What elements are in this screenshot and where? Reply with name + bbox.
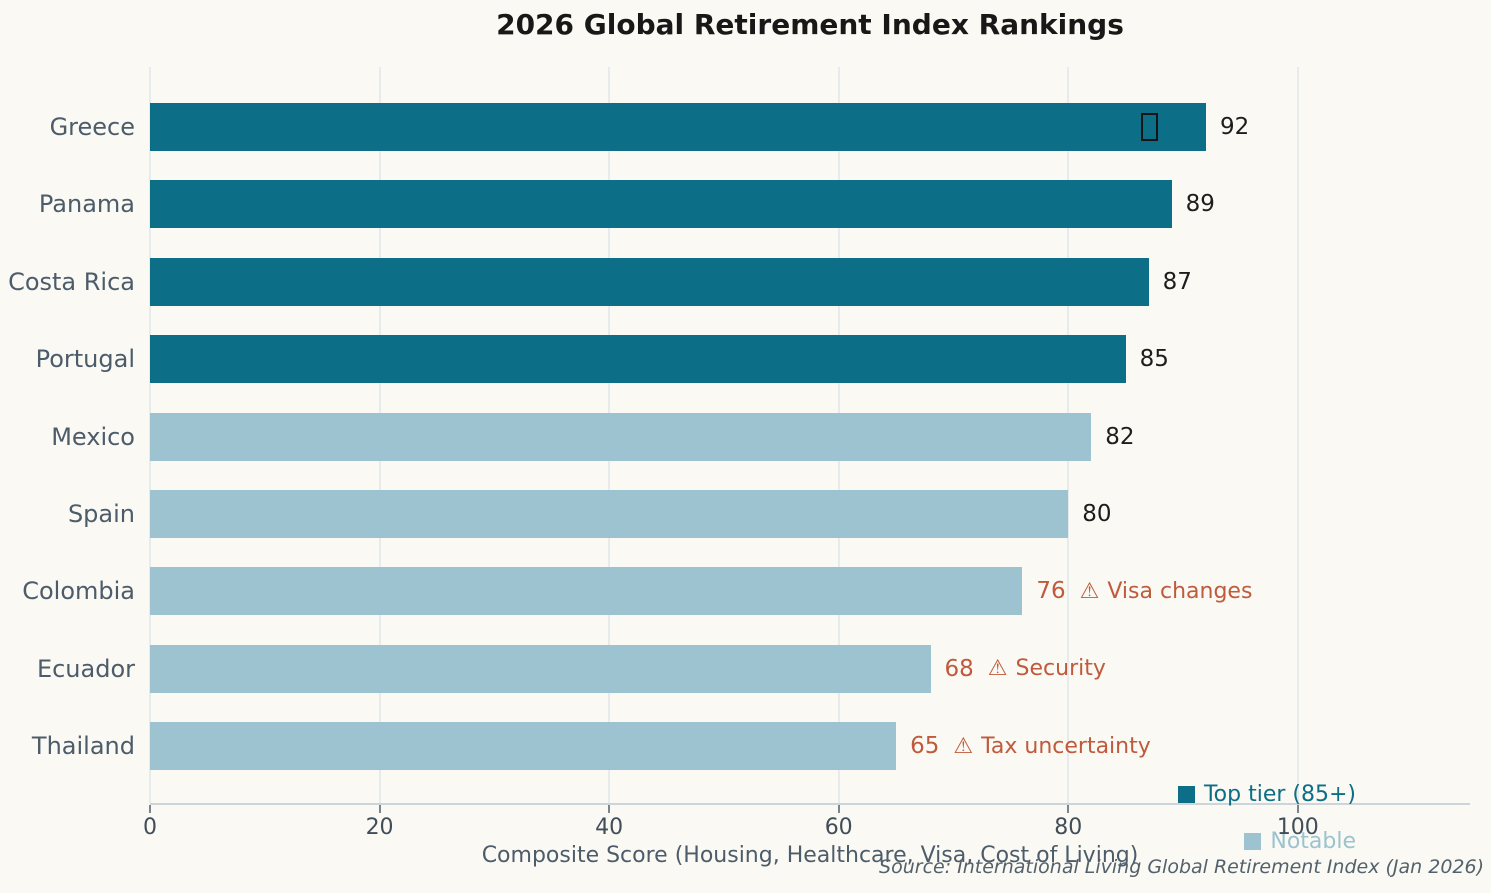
bar-top [150, 335, 1126, 384]
legend: Top tier (85+) Notable [1177, 780, 1356, 855]
legend-item-top-tier: Top tier (85+) [1177, 780, 1356, 808]
x-tick-mark [837, 805, 840, 813]
legend-label-top-tier: Top tier (85+) [1203, 781, 1356, 807]
bar-row: Portugal 85 [0, 335, 1491, 384]
warning-icon: ⚠ [1079, 578, 1100, 604]
x-tick-label: 20 [365, 815, 394, 840]
category-label: Panama [38, 190, 135, 219]
bar-notable [150, 412, 1092, 461]
warning-annotation: ⚠ Visa changes [1080, 579, 1253, 604]
warning-annotation: ⚠ Security [988, 656, 1106, 681]
warning-annotation: ⚠ Tax uncertainty [953, 734, 1150, 759]
legend-swatch-top-tier-icon [1177, 785, 1195, 803]
bar-row: Costa Rica 87 [0, 257, 1491, 306]
gridline [1296, 67, 1299, 803]
legend-item-notable: Notable [1244, 827, 1356, 855]
value-label: 87 [1162, 268, 1192, 295]
bar-row: Greece 92 [0, 103, 1491, 151]
warning-icon: ⚠ [987, 656, 1008, 682]
value-label: 76 [1036, 578, 1066, 605]
bar-notable [150, 644, 931, 693]
legend-swatch-notable-icon [1244, 832, 1262, 850]
x-axis-label: Composite Score (Housing, Healthcare, Vi… [481, 843, 1139, 868]
bar-row: Colombia 76 ⚠ Visa changes [0, 567, 1491, 616]
warning-label: Visa changes [1107, 578, 1253, 604]
plot-area: Greece 92 Panama 89 Costa Rica 87 Portugal 85 Me… [8, 67, 1470, 805]
warning-icon: ⚠ [953, 733, 974, 759]
bar-top [150, 180, 1172, 229]
category-label: Thailand [31, 732, 135, 761]
bar-row: Thailand 65 ⚠ Tax uncertainty [0, 722, 1491, 771]
x-tick-mark [608, 805, 611, 813]
value-label: 85 [1139, 346, 1169, 373]
bar-notable [150, 567, 1023, 616]
bar-row: Ecuador 68 ⚠ Security [0, 644, 1491, 693]
legend-label-notable: Notable [1270, 828, 1356, 854]
category-label: Colombia [22, 577, 135, 606]
missing-glyph-icon [1141, 113, 1158, 141]
value-label: 68 [944, 655, 974, 682]
bar-notable [150, 722, 897, 771]
bar-row: Mexico 82 [0, 412, 1491, 461]
chart-title: 2026 Global Retirement Index Rankings [496, 8, 1124, 41]
value-label: 92 [1220, 114, 1250, 140]
warning-label: Tax uncertainty [981, 733, 1151, 759]
x-tick-mark [149, 805, 151, 813]
x-tick-label: 40 [595, 815, 624, 840]
category-label: Costa Rica [8, 267, 135, 296]
category-label: Portugal [35, 345, 135, 374]
category-label: Spain [67, 500, 135, 528]
x-tick-label: 100 [1276, 815, 1319, 840]
category-label: Mexico [51, 422, 135, 451]
x-tick-label: 0 [143, 815, 157, 840]
bar-row: Spain 80 [0, 490, 1491, 538]
category-label: Greece [49, 113, 135, 141]
bar-top [150, 257, 1149, 306]
value-label: 89 [1185, 191, 1215, 218]
category-label: Ecuador [36, 654, 135, 683]
bar-notable [150, 490, 1069, 538]
source-note: Source: International Living Global Reti… [879, 856, 1484, 878]
bar-row: Panama 89 [0, 180, 1491, 229]
bar-top [150, 103, 1206, 151]
warning-label: Security [1015, 656, 1106, 682]
value-label: 82 [1105, 423, 1135, 450]
x-tick-label: 80 [1054, 815, 1083, 840]
value-label: 80 [1082, 501, 1112, 527]
x-tick-mark [1296, 805, 1299, 813]
x-tick-mark [378, 805, 381, 813]
x-tick-label: 60 [824, 815, 853, 840]
x-tick-mark [1067, 805, 1070, 813]
value-label: 65 [910, 733, 940, 760]
